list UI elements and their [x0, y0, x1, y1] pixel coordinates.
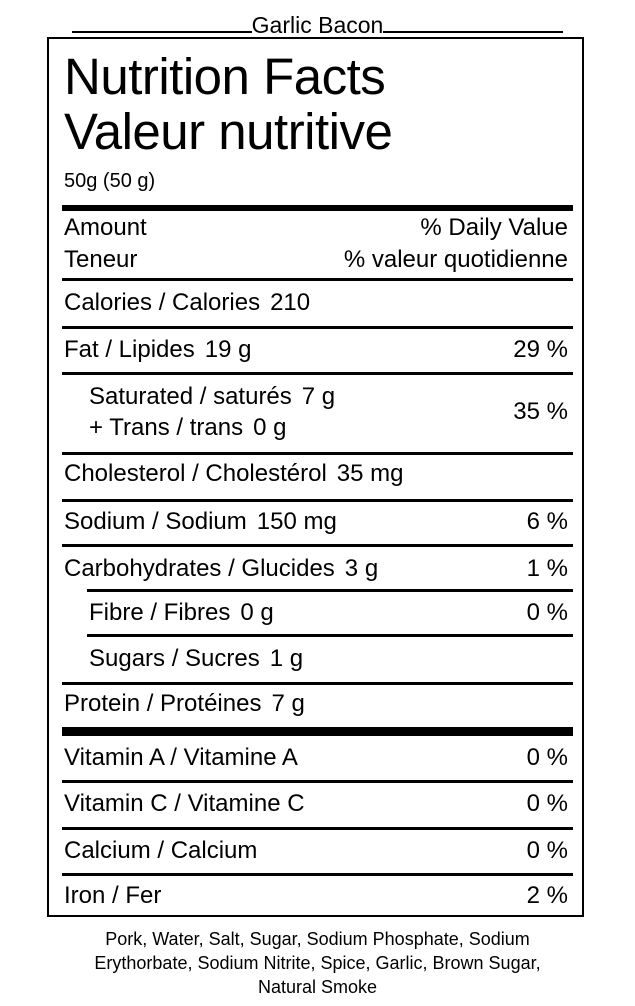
carbohydrates-dv: 1 % — [526, 555, 568, 582]
product-name-rule-left — [71, 11, 252, 33]
sugars-label: Sugars / Sucres — [89, 645, 260, 672]
sodium-value: 150 mg — [256, 508, 337, 535]
product-name-rule-right — [383, 11, 564, 33]
amount-label: Amount — [64, 214, 147, 241]
vitamin-a-label: Vitamin A / Vitamine A — [64, 744, 298, 771]
fat-dv: 29 % — [513, 336, 568, 363]
fibre-label: Fibre / Fibres — [89, 599, 231, 626]
iron-label: Iron / Fer — [64, 882, 162, 909]
vitamin-a-dv: 0 % — [526, 744, 568, 771]
sodium-label: Sodium / Sodium — [64, 508, 247, 535]
divider — [62, 780, 573, 783]
ingredients-list: Pork, Water, Salt, Sugar, Sodium Phospha… — [0, 927, 635, 999]
saturated-value: 7 g — [301, 383, 336, 410]
vitamin-c-dv: 0 % — [526, 790, 568, 817]
daily-value-label: % Daily Value — [420, 214, 568, 241]
product-name-heading: Garlic Bacon — [0, 10, 635, 40]
teneur-label: Teneur — [64, 246, 138, 273]
saturated-label: Saturated / saturés — [89, 383, 292, 410]
divider — [62, 499, 573, 502]
thick-divider-top — [62, 205, 573, 211]
thick-divider-vitamins — [62, 727, 573, 736]
carbohydrates-label: Carbohydrates / Glucides — [64, 555, 335, 582]
nutrition-facts-panel: Nutrition Facts Valeur nutritive 50g (50… — [47, 37, 584, 917]
serving-size: 50g (50 g) — [64, 170, 156, 192]
calcium-dv: 0 % — [526, 837, 568, 864]
calcium-label: Calcium / Calcium — [64, 837, 258, 864]
protein-label: Protein / Protéines — [64, 690, 262, 717]
divider — [62, 682, 573, 685]
valeur-quotidienne-label: % valeur quotidienne — [343, 246, 568, 273]
divider — [62, 544, 573, 547]
fibre-value: 0 g — [240, 599, 274, 626]
divider — [62, 372, 573, 375]
divider — [62, 452, 573, 455]
calories-label: Calories / Calories — [64, 289, 261, 316]
protein-value: 7 g — [271, 690, 305, 717]
calories-value: 210 — [270, 289, 311, 316]
ingredients-line: Erythorbate, Sodium Nitrite, Spice, Garl… — [94, 953, 541, 973]
fibre-dv: 0 % — [526, 599, 568, 626]
title-english: Nutrition Facts — [64, 48, 386, 105]
fat-label: Fat / Lipides — [64, 336, 195, 363]
fat-value: 19 g — [204, 336, 252, 363]
divider-indented — [87, 589, 573, 592]
panel-title: Nutrition Facts Valeur nutritive — [64, 48, 393, 160]
cholesterol-label: Cholesterol / Cholestérol — [64, 460, 327, 487]
trans-label: + Trans / trans — [89, 414, 244, 441]
title-french: Valeur nutritive — [64, 103, 393, 160]
sodium-dv: 6 % — [526, 508, 568, 535]
divider — [62, 873, 573, 876]
product-name: Garlic Bacon — [251, 12, 384, 38]
iron-dv: 2 % — [526, 882, 568, 909]
vitamin-c-label: Vitamin C / Vitamine C — [64, 790, 305, 817]
trans-value: 0 g — [253, 414, 287, 441]
divider — [62, 278, 573, 281]
ingredients-line: Natural Smoke — [257, 977, 378, 997]
sugars-value: 1 g — [269, 645, 304, 672]
divider — [62, 326, 573, 329]
cholesterol-value: 35 mg — [336, 460, 404, 487]
ingredients-line: Pork, Water, Salt, Sugar, Sodium Phospha… — [105, 929, 530, 949]
carbohydrates-value: 3 g — [344, 555, 379, 582]
divider — [62, 827, 573, 830]
divider-indented — [87, 634, 573, 637]
saturated-dv: 35 % — [513, 398, 568, 425]
